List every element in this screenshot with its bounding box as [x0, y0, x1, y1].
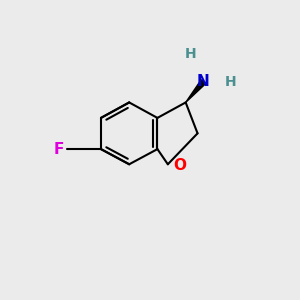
Polygon shape [186, 80, 206, 102]
Text: F: F [53, 142, 64, 157]
Text: O: O [173, 158, 186, 173]
Text: N: N [197, 74, 210, 89]
Text: H: H [184, 47, 196, 61]
Text: H: H [224, 75, 236, 88]
